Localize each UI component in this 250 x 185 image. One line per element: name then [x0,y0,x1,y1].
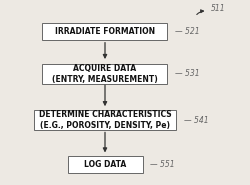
FancyBboxPatch shape [68,156,142,173]
Text: — 551: — 551 [150,160,174,169]
FancyBboxPatch shape [42,64,168,84]
Text: — 541: — 541 [184,116,208,125]
Text: LOG DATA: LOG DATA [84,160,126,169]
Text: DETERMINE CHARACTERISTICS
(E.G., POROSITY, DENSITY, Pe): DETERMINE CHARACTERISTICS (E.G., POROSIT… [39,110,171,130]
Text: ACQUIRE DATA
(ENTRY, MEASUREMENT): ACQUIRE DATA (ENTRY, MEASUREMENT) [52,64,158,84]
FancyBboxPatch shape [34,110,176,130]
Text: 511: 511 [211,4,226,13]
FancyBboxPatch shape [42,23,168,40]
Text: — 521: — 521 [175,27,200,36]
Text: — 531: — 531 [175,70,200,78]
Text: IRRADIATE FORMATION: IRRADIATE FORMATION [55,27,155,36]
